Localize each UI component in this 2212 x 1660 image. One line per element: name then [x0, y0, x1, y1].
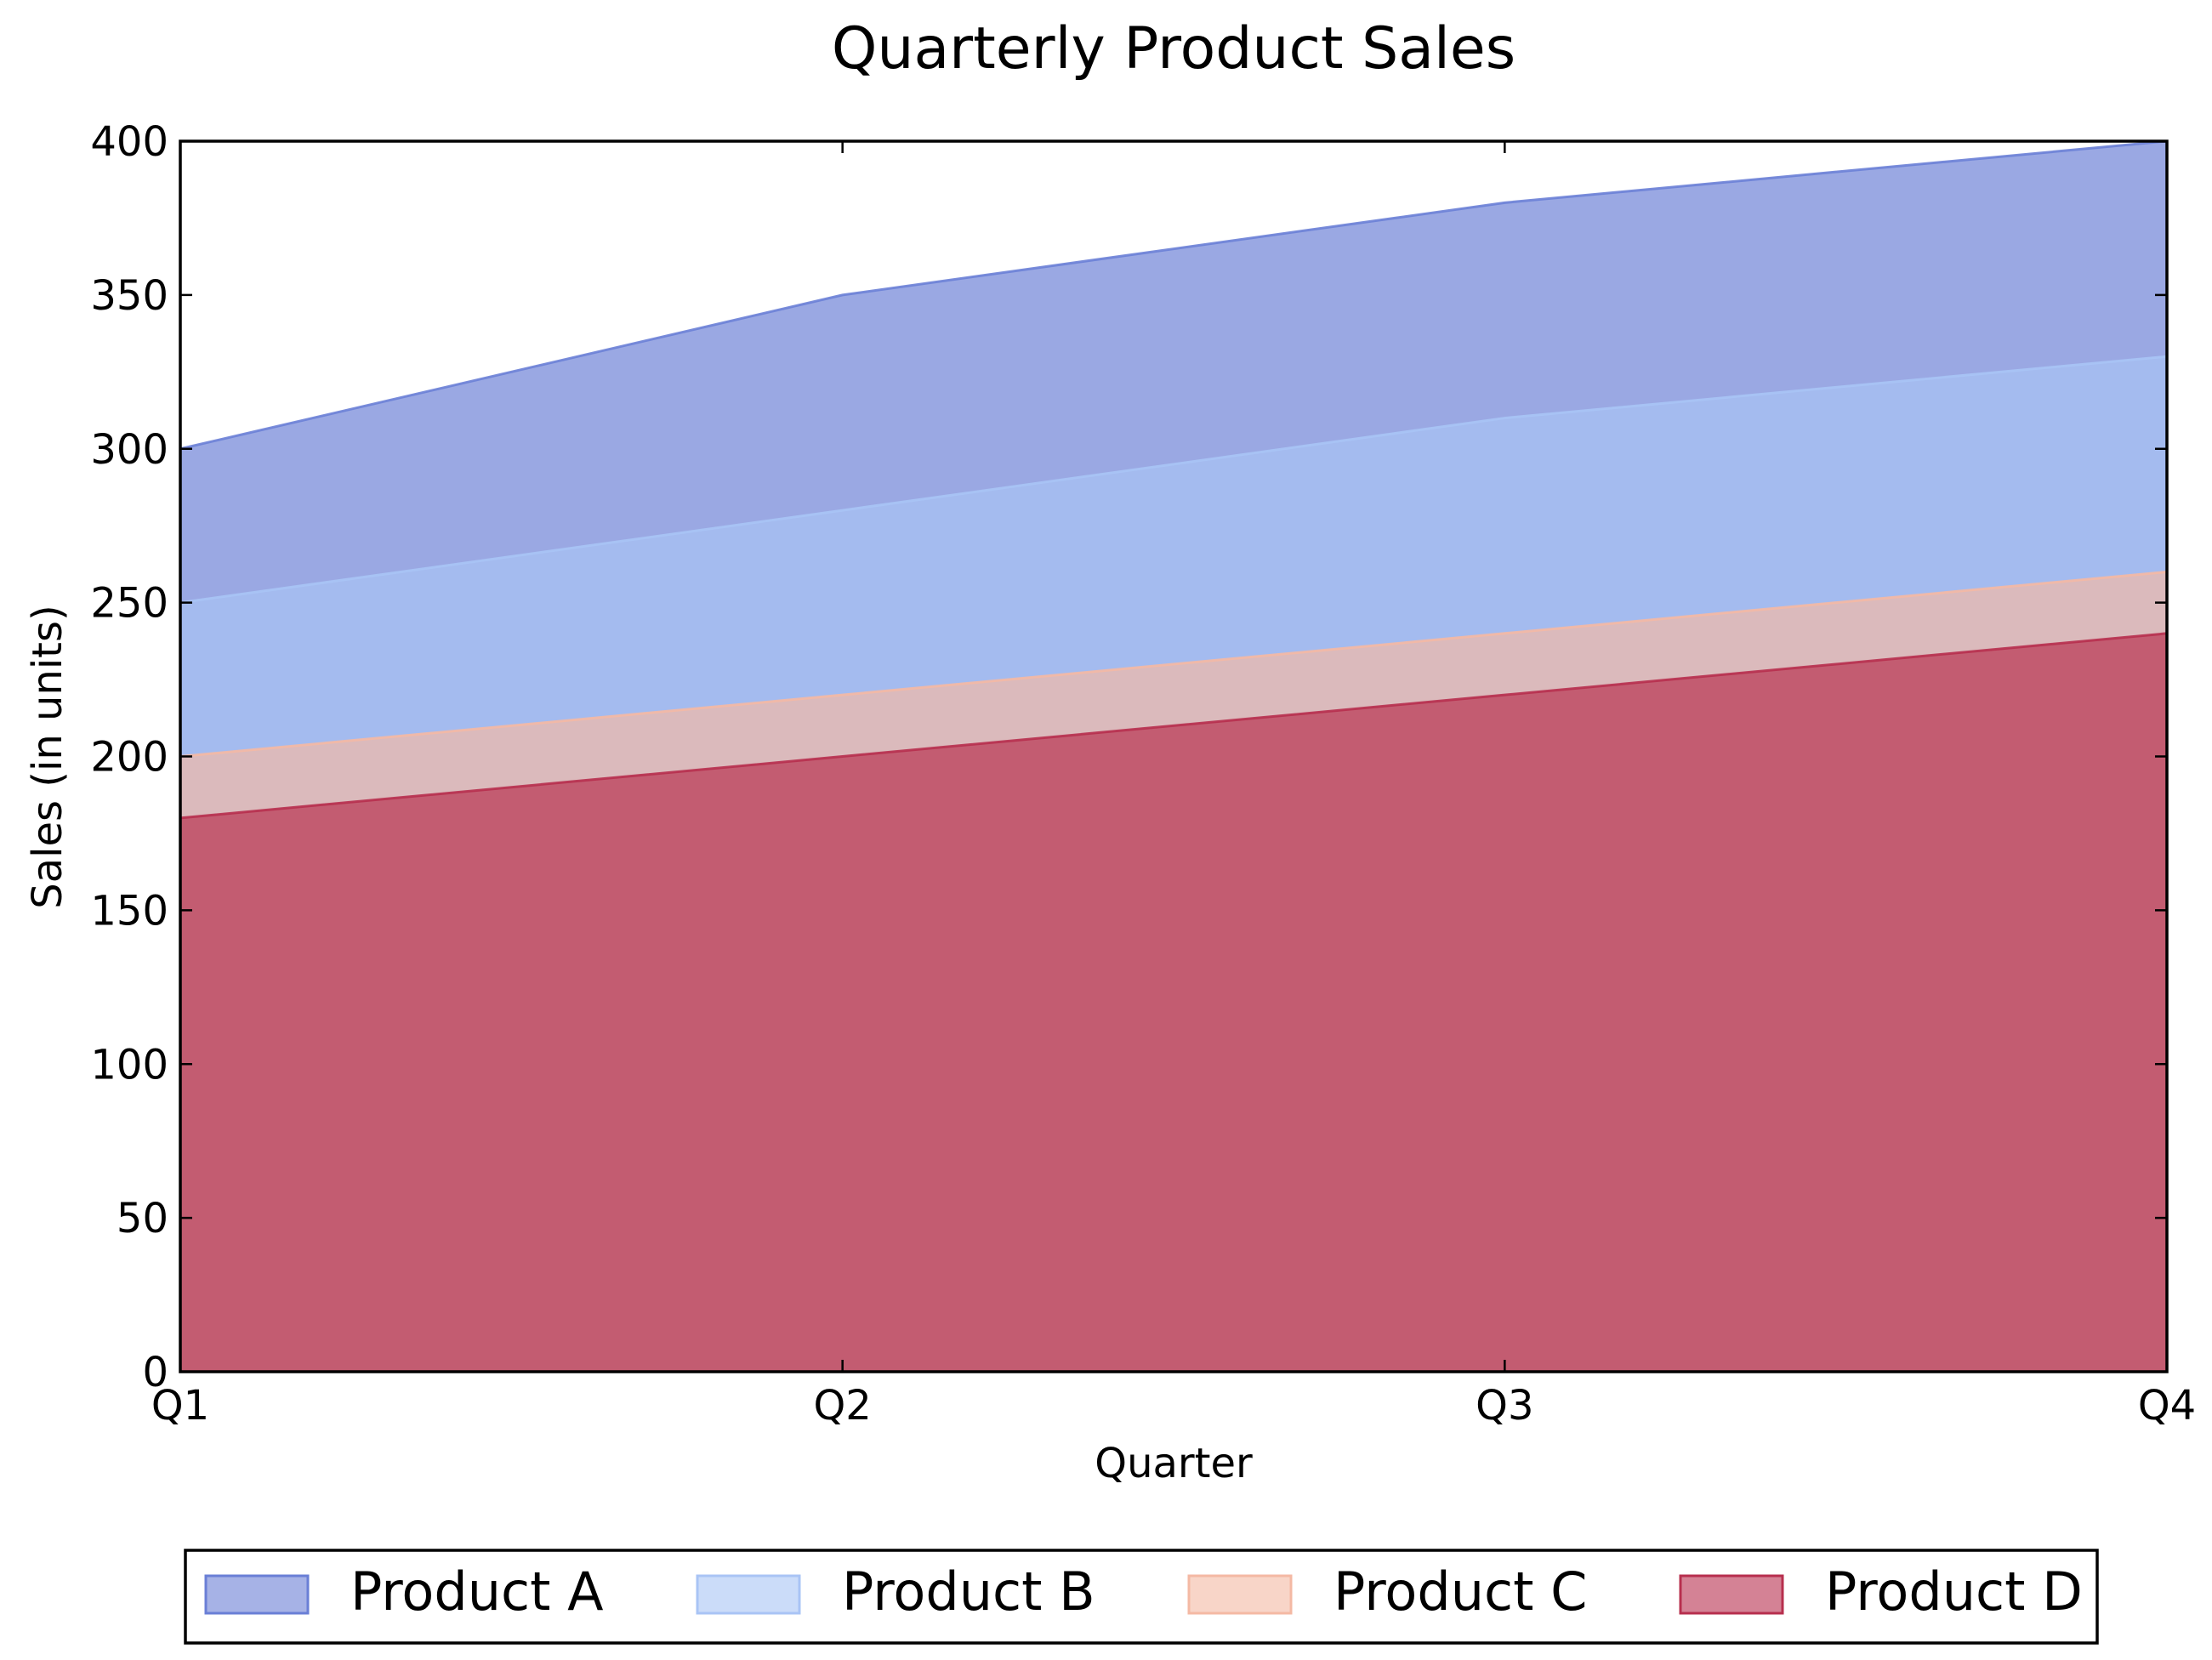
legend-swatch-product-a — [204, 1574, 310, 1615]
legend-swatch-product-b — [696, 1574, 801, 1615]
x-tick-label: Q2 — [814, 1382, 872, 1430]
y-tick-label: 300 — [90, 426, 168, 474]
y-tick-label: 100 — [90, 1041, 168, 1089]
legend-swatch-product-d — [1679, 1574, 1784, 1615]
line-product-b — [179, 355, 2168, 605]
legend-label-product-a: Product A — [350, 1561, 604, 1623]
legend-items: Product A Product B Product C Product D — [204, 1561, 2083, 1623]
legend-swatch-product-c — [1187, 1574, 1293, 1615]
plot-frame — [179, 139, 2169, 1373]
line-product-c — [179, 570, 2168, 758]
y-tick-label: 200 — [90, 734, 168, 782]
x-tick-label: Q1 — [151, 1382, 209, 1430]
y-tick-label: 50 — [117, 1195, 168, 1242]
y-tick-label: 0 — [142, 1349, 168, 1396]
y-tick-label: 350 — [90, 272, 168, 320]
area-layer — [179, 139, 2168, 1373]
line-product-d — [179, 632, 2168, 820]
y-tick-label: 400 — [90, 118, 168, 166]
area-product-d — [180, 633, 2167, 1372]
legend: Product A Product B Product C Product D — [184, 1549, 2099, 1645]
legend-label-product-b: Product B — [842, 1561, 1095, 1623]
x-axis-label: Quarter — [1095, 1440, 1253, 1487]
line-product-a — [179, 139, 2168, 451]
y-tick-label: 150 — [90, 887, 168, 935]
y-axis-label: Sales (in units) — [24, 605, 71, 909]
legend-label-product-d: Product D — [1825, 1561, 2083, 1623]
chart-title: Quarterly Product Sales — [832, 15, 1515, 82]
x-tick-label: Q4 — [2138, 1382, 2196, 1430]
y-tick-label: 250 — [90, 580, 168, 628]
tick-label-layer: 0 50 100 150 200 250 300 350 400 Q1 Q2 Q3 Q4 — [90, 118, 2196, 1430]
legend-label-product-c: Product C — [1333, 1561, 1587, 1623]
x-tick-label: Q3 — [1476, 1382, 1533, 1430]
